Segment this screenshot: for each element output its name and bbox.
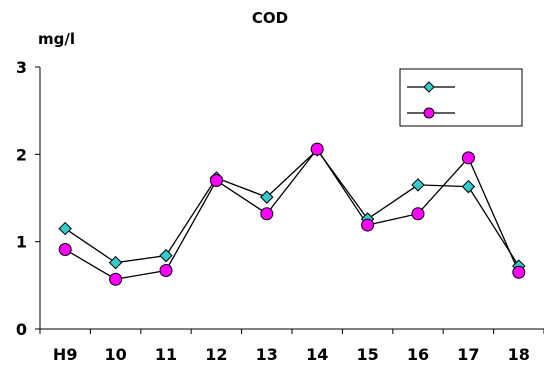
series-1-point: [58, 221, 72, 236]
series-markers: [58, 142, 526, 286]
x-tick-label: 14: [306, 345, 328, 364]
x-tick-label: 15: [356, 345, 378, 364]
series-2-point: [109, 272, 123, 286]
x-tick-label: 18: [508, 345, 530, 364]
x-tick-label: 16: [407, 345, 429, 364]
y-tick-label: 2: [16, 145, 27, 164]
x-tick-label: 12: [205, 345, 227, 364]
y-tick-label: 1: [16, 233, 27, 252]
series-2-point: [512, 265, 526, 279]
axes: [35, 66, 544, 334]
series-2-point: [260, 207, 274, 221]
series-1-point: [108, 255, 123, 270]
y-tick-labels: 0 1 2 3: [16, 58, 27, 339]
chart-title: COD: [252, 9, 288, 27]
series-1-point: [411, 178, 425, 192]
x-tick-labels: H9 10 11 12 13 14 15 16 17 18: [53, 345, 530, 364]
x-tick-label: 10: [104, 345, 126, 364]
series-2-point: [310, 142, 324, 156]
series-1-point: [159, 248, 173, 263]
series-2-point: [461, 151, 475, 165]
legend-series-2-marker: [423, 107, 435, 119]
series-2-point: [159, 263, 173, 277]
series-2-point: [58, 243, 72, 257]
y-axis-unit-label: mg/l: [38, 30, 75, 48]
series-2-line: [64, 147, 520, 280]
series-1-point: [260, 190, 274, 204]
x-tick-label: 11: [155, 345, 177, 364]
series-lines: [64, 147, 520, 280]
series-2-point: [411, 207, 425, 221]
legend-box: [399, 68, 523, 127]
y-tick-label: 3: [16, 58, 27, 77]
series-2-point: [209, 174, 223, 188]
x-tick-label: H9: [53, 345, 78, 364]
series-2-point: [361, 218, 375, 232]
x-tick-label: 17: [457, 345, 479, 364]
series-1-point: [461, 179, 476, 194]
x-tick-label: 13: [256, 345, 278, 364]
series-1-line: [64, 148, 520, 267]
y-tick-label: 0: [16, 320, 27, 339]
legend: [399, 68, 523, 127]
legend-series-1-marker: [423, 81, 435, 93]
